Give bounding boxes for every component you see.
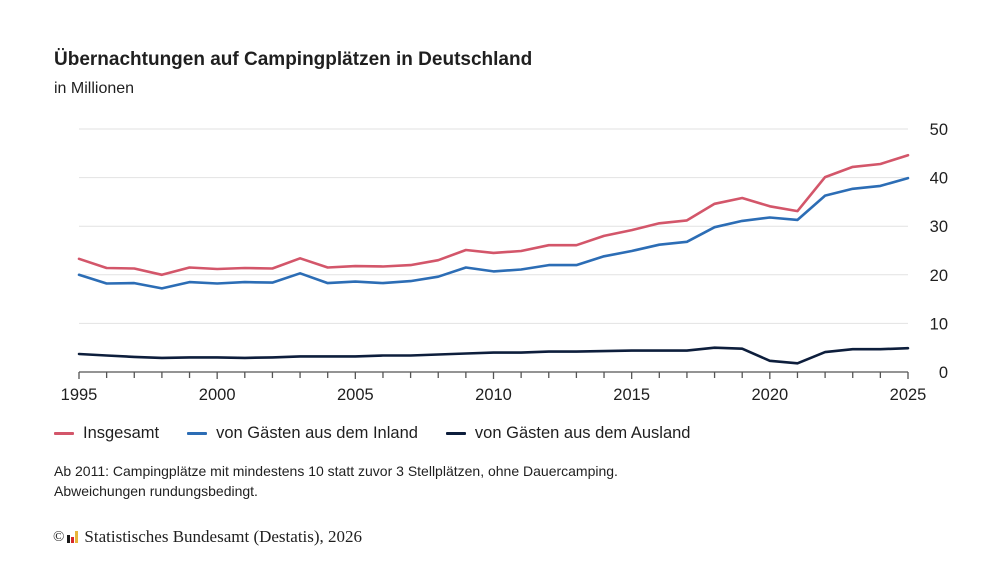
copyright-icon: © — [53, 528, 65, 545]
y-axis: 0 10 20 30 40 50 — [930, 121, 948, 382]
source-text: Statistisches Bundesamt (Destatis), 2026 — [84, 527, 363, 546]
x-tick-label: 2010 — [475, 386, 512, 404]
legend-item-insgesamt: Insgesamt — [54, 424, 159, 443]
legend-label: von Gästen aus dem Ausland — [474, 424, 691, 442]
y-tick-label: 30 — [930, 218, 948, 236]
gridlines — [79, 128, 908, 324]
legend-label: Insgesamt — [83, 424, 160, 442]
source-line: © Statistisches Bundesamt (Destatis), 20… — [53, 527, 362, 547]
series-line-insgesamt — [77, 153, 910, 277]
y-tick-label: 50 — [930, 121, 948, 139]
y-tick-label: 40 — [930, 170, 948, 188]
footnote: Ab 2011: Campingplätze mit mindestens 10… — [54, 463, 618, 479]
series-line-ausland — [77, 346, 910, 365]
y-tick-label: 20 — [930, 267, 948, 285]
x-tick-label: 2000 — [199, 386, 236, 404]
legend-item-ausland: von Gästen aus dem Ausland — [445, 424, 691, 443]
chart-subtitle: in Millionen — [54, 80, 135, 97]
legend: Insgesamt von Gästen aus dem Inland von … — [54, 424, 718, 443]
series-line-inland — [77, 176, 910, 290]
destatis-logo-icon — [67, 531, 79, 543]
series-lines — [77, 153, 910, 365]
legend-swatch-inland — [187, 432, 208, 435]
logo-bar — [71, 537, 75, 543]
logo-bar — [67, 535, 71, 543]
x-axis: 1995 2000 2005 2010 2015 2020 2025 — [61, 371, 927, 404]
legend-label: von Gästen aus dem Inland — [216, 424, 418, 442]
x-tick-label: 2020 — [751, 386, 788, 404]
y-tick-label: 0 — [939, 364, 948, 382]
line-chart: 0 10 20 30 40 50 1995 2000 2005 2010 2015 2020 2025 — [61, 121, 948, 404]
legend-swatch-insgesamt — [54, 432, 74, 435]
x-tick-label: 2025 — [890, 386, 927, 404]
footnote: Abweichungen rundungsbedingt. — [54, 483, 258, 499]
x-tick-label: 2005 — [337, 386, 374, 404]
chart-title: Übernachtungen auf Campingplätzen in Deu… — [54, 49, 533, 70]
x-tick-label: 2015 — [613, 386, 650, 404]
footnotes: Ab 2011: Campingplätze mit mindestens 10… — [54, 461, 618, 501]
legend-swatch-ausland — [445, 432, 466, 435]
x-tick-label: 1995 — [61, 386, 98, 404]
logo-bar — [75, 531, 79, 543]
y-tick-label: 10 — [930, 315, 948, 333]
legend-item-inland: von Gästen aus dem Inland — [187, 424, 418, 443]
